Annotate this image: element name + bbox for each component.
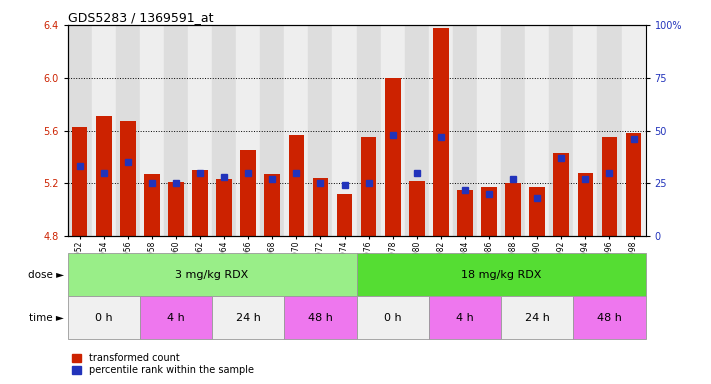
Bar	[506, 183, 521, 236]
Bar	[144, 174, 160, 236]
Bar	[68, 296, 140, 339]
Bar	[409, 181, 424, 236]
Bar	[92, 25, 116, 236]
Bar	[626, 133, 641, 236]
Bar	[433, 28, 449, 236]
Bar	[289, 134, 304, 236]
Text: 0 h: 0 h	[384, 313, 402, 323]
Bar	[284, 296, 357, 339]
Bar	[481, 187, 497, 236]
Text: 4 h: 4 h	[167, 313, 185, 323]
Bar	[309, 25, 333, 236]
Bar	[621, 25, 646, 236]
Bar	[577, 173, 593, 236]
Bar	[553, 153, 569, 236]
Bar	[405, 25, 429, 236]
Bar	[284, 25, 309, 236]
Bar	[453, 25, 477, 236]
Bar	[116, 25, 140, 236]
Bar	[501, 25, 525, 236]
Legend: transformed count, percentile rank within the sample: transformed count, percentile rank withi…	[73, 353, 254, 375]
Text: 18 mg/kg RDX: 18 mg/kg RDX	[461, 270, 541, 280]
Bar	[260, 25, 284, 236]
Bar	[597, 25, 621, 236]
Bar	[429, 25, 453, 236]
Bar	[240, 151, 256, 236]
Bar	[360, 137, 376, 236]
Bar	[457, 190, 473, 236]
Bar	[501, 296, 573, 339]
Bar	[549, 25, 573, 236]
Bar	[337, 194, 353, 236]
Text: 24 h: 24 h	[525, 313, 550, 323]
Bar	[333, 25, 356, 236]
Bar	[140, 25, 164, 236]
Bar	[168, 182, 183, 236]
Text: time ►: time ►	[29, 313, 64, 323]
Bar	[140, 296, 212, 339]
Bar	[216, 179, 232, 236]
Bar	[525, 25, 549, 236]
Bar	[68, 253, 356, 296]
Bar	[212, 296, 284, 339]
Bar	[164, 25, 188, 236]
Bar	[429, 296, 501, 339]
Text: 0 h: 0 h	[95, 313, 112, 323]
Bar	[573, 25, 597, 236]
Bar	[356, 25, 380, 236]
Text: 24 h: 24 h	[236, 313, 261, 323]
Bar	[380, 25, 405, 236]
Bar	[573, 296, 646, 339]
Bar	[313, 178, 328, 236]
Bar	[477, 25, 501, 236]
Bar	[188, 25, 212, 236]
Bar	[96, 116, 112, 236]
Text: GDS5283 / 1369591_at: GDS5283 / 1369591_at	[68, 11, 213, 24]
Text: 48 h: 48 h	[308, 313, 333, 323]
Bar	[356, 253, 646, 296]
Bar	[385, 78, 400, 236]
Bar	[68, 25, 92, 236]
Text: 48 h: 48 h	[597, 313, 622, 323]
Text: dose ►: dose ►	[28, 270, 64, 280]
Bar	[264, 174, 280, 236]
Bar	[236, 25, 260, 236]
Bar	[602, 137, 617, 236]
Bar	[72, 127, 87, 236]
Text: 3 mg/kg RDX: 3 mg/kg RDX	[176, 270, 249, 280]
Text: 4 h: 4 h	[456, 313, 474, 323]
Bar	[192, 170, 208, 236]
Bar	[120, 121, 136, 236]
Bar	[356, 296, 429, 339]
Bar	[530, 187, 545, 236]
Bar	[212, 25, 236, 236]
